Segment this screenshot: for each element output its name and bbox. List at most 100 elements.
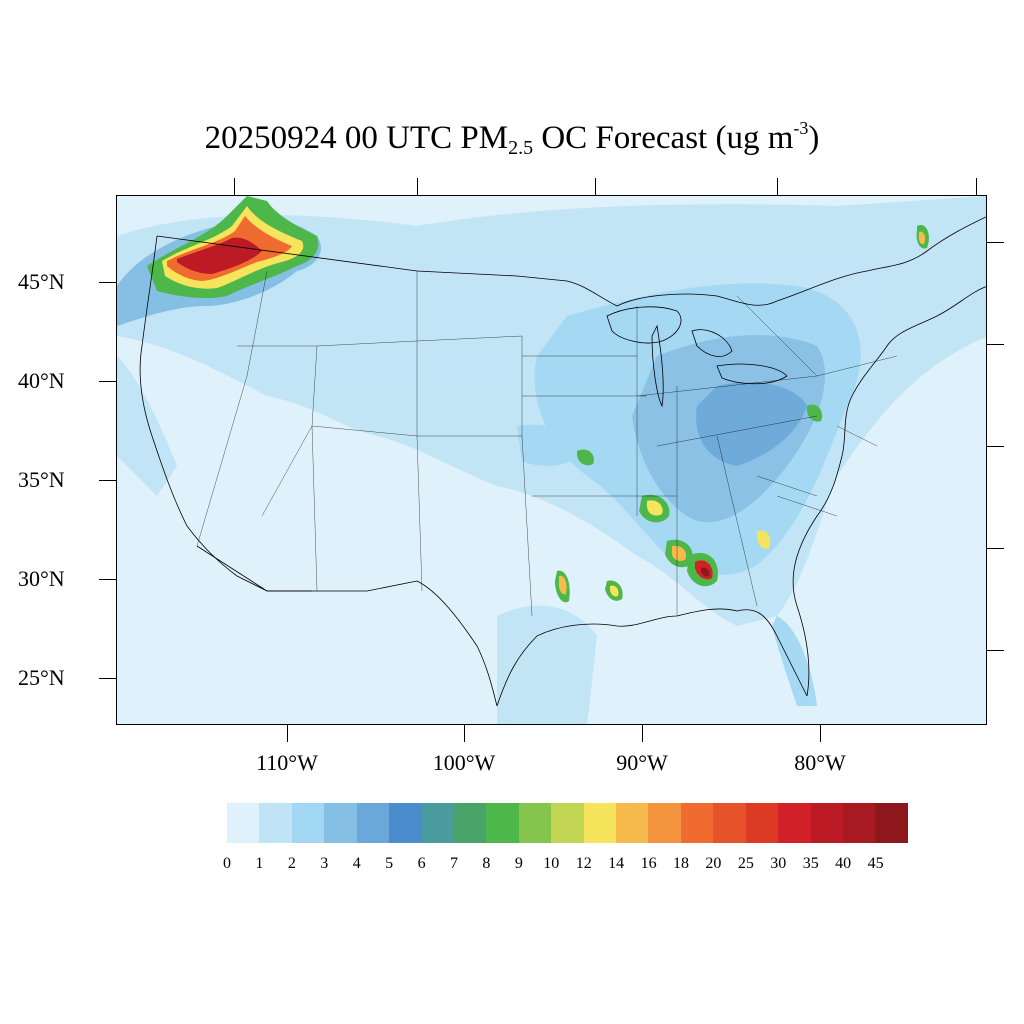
colorbar-label: 2 <box>287 855 296 872</box>
colorbar-label: 3 <box>320 855 329 872</box>
colorbar-swatch <box>843 803 876 843</box>
colorbar-label: 0 <box>223 855 231 872</box>
left-tick <box>99 480 116 481</box>
bottom-tick <box>464 725 465 742</box>
gulf-coastline <box>496 608 808 707</box>
left-tick <box>99 381 116 382</box>
colorbar-label: 12 <box>575 855 592 872</box>
state-boundaries <box>196 270 898 617</box>
colorbar-swatch <box>810 803 844 843</box>
hotspot <box>577 449 594 466</box>
northwest-smoke-plume <box>117 196 321 326</box>
colorbar-label: 6 <box>417 855 426 872</box>
lon-label-110w: 110°W <box>256 750 318 775</box>
colorbar-swatch <box>875 803 908 843</box>
concentration-map <box>117 196 986 724</box>
west-coastline <box>139 235 312 592</box>
colorbar-label: 20 <box>705 855 722 872</box>
plume-region <box>323 291 437 350</box>
colorbar-swatch <box>680 803 714 843</box>
colorbar-label: 16 <box>640 855 657 872</box>
left-tick <box>99 282 116 283</box>
us-mexico-border <box>196 545 498 707</box>
great-lakes <box>606 306 682 344</box>
concentration-field <box>117 196 986 724</box>
colorbar-swatch <box>583 803 617 843</box>
hotspot <box>610 585 619 597</box>
colorbar-swatch <box>291 803 325 843</box>
colorbar-swatch <box>648 803 681 843</box>
hotspot <box>807 404 823 422</box>
great-lakes <box>691 329 733 357</box>
colorbar-swatch <box>259 803 292 843</box>
colorbar-swatch <box>356 803 390 843</box>
colorbar-label: 30 <box>770 855 787 872</box>
colorbar-swatch <box>551 803 584 843</box>
lat-label-30n: 30°N <box>18 566 65 591</box>
bottom-tick <box>642 725 643 742</box>
hotspot <box>918 231 926 245</box>
hotspot <box>757 530 771 549</box>
lon-label-100w: 100°W <box>432 750 496 775</box>
right-tick <box>987 446 1004 447</box>
colorbar-label: 18 <box>673 855 689 872</box>
hotspot <box>701 567 710 577</box>
lat-label-25n: 25°N <box>18 665 65 690</box>
east-coastline <box>792 286 986 697</box>
plume-region <box>517 424 587 466</box>
colorbar-swatch <box>227 803 260 843</box>
plume-region <box>497 605 597 724</box>
top-tick <box>595 178 596 195</box>
colorbar-label: 8 <box>482 855 491 872</box>
colorbar-swatch <box>616 803 649 843</box>
top-tick <box>777 178 778 195</box>
plume-region <box>177 237 262 274</box>
top-tick <box>417 178 418 195</box>
lat-label-45n: 45°N <box>18 269 65 294</box>
colorbar-swatch <box>324 803 357 843</box>
hotspot <box>671 545 687 561</box>
southeast-hotspots <box>555 225 929 603</box>
right-tick <box>987 650 1004 651</box>
plume-region <box>117 356 177 496</box>
hotspot <box>558 575 567 595</box>
top-tick <box>976 178 977 195</box>
colorbar-label: 25 <box>737 855 754 872</box>
colorbar-label: 5 <box>385 855 394 872</box>
map-panel <box>116 195 987 725</box>
colorbar-label: 7 <box>450 855 458 872</box>
colorbar-label: 4 <box>352 855 361 872</box>
plume-region <box>696 382 807 466</box>
right-tick <box>987 548 1004 549</box>
colorbar-label: 14 <box>608 855 625 872</box>
colorbar <box>227 803 908 843</box>
colorbar-swatch <box>713 803 746 843</box>
lon-label-80w: 80°W <box>794 750 846 775</box>
colorbar-swatch <box>778 803 811 843</box>
us-canada-border <box>156 216 986 307</box>
left-tick <box>99 678 116 679</box>
colorbar-swatch <box>486 803 519 843</box>
right-tick <box>987 344 1004 345</box>
boundaries <box>139 216 986 707</box>
left-tick <box>99 579 116 580</box>
colorbar-label: 10 <box>543 855 560 872</box>
colorbar-label: 1 <box>255 855 264 872</box>
colorbar-swatch <box>745 803 779 843</box>
lat-label-40n: 40°N <box>18 368 65 393</box>
right-tick <box>987 242 1004 243</box>
colorbar-label: 40 <box>835 855 852 872</box>
great-lakes <box>651 324 664 408</box>
colorbar-label: 9 <box>514 855 523 872</box>
bottom-tick <box>820 725 821 742</box>
great-lakes <box>716 363 788 385</box>
colorbar-label: 35 <box>802 855 819 872</box>
colorbar-swatch <box>453 803 487 843</box>
map-title: 20250924 00 UTC PM2.5 OC Forecast (ug m-… <box>204 118 820 159</box>
colorbar-label: 45 <box>867 855 884 872</box>
lat-label-35n: 35°N <box>18 467 65 492</box>
colorbar-swatch <box>389 803 422 843</box>
bottom-tick <box>287 725 288 742</box>
colorbar-swatch <box>518 803 552 843</box>
lon-label-90w: 90°W <box>616 750 668 775</box>
